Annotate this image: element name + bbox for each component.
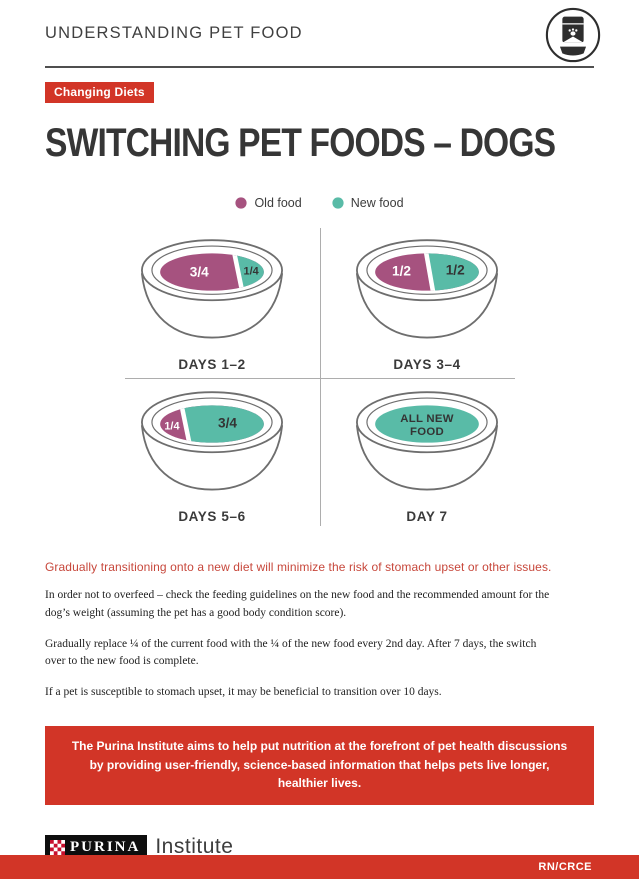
slice-fraction-label: ALL NEW xyxy=(400,413,453,425)
bowl-days-5-6-diagram: 1/4 3/4 xyxy=(141,391,283,491)
legend-label: New food xyxy=(350,196,404,210)
bottom-bar: RN/CRCE xyxy=(0,855,639,879)
changing-diets-badge: Changing Diets xyxy=(45,82,154,103)
bowl-cell-days-3-4: 1/2 1/2 DAYS 3–4 xyxy=(320,226,535,378)
header-title: UNDERSTANDING PET FOOD xyxy=(45,24,303,42)
old-food-dot-icon xyxy=(235,197,248,209)
bowl-label: DAYS 1–2 xyxy=(178,357,246,372)
header-rule xyxy=(45,66,594,68)
bag-fold xyxy=(562,36,584,43)
bowl-cell-day-7: ALL NEW FOOD DAY 7 xyxy=(320,378,535,530)
legend: Old food New food xyxy=(0,196,639,210)
header: UNDERSTANDING PET FOOD xyxy=(0,0,639,63)
slice-fraction-label: 3/4 xyxy=(190,265,209,280)
new-food-dot-icon xyxy=(332,197,344,209)
legend-item-new-food: New food xyxy=(332,196,404,210)
bowl-days-3-4-diagram: 1/2 1/2 xyxy=(356,239,498,339)
highlight-sentence: Gradually transitioning onto a new diet … xyxy=(45,560,552,574)
legend-item-old-food: Old food xyxy=(235,196,302,210)
legend-label: Old food xyxy=(254,196,302,210)
slice-fraction-label: 1/2 xyxy=(392,264,411,279)
bowl-grid: 3/4 1/4 DAYS 1–2 1/2 1/2 DAYS 3–4 xyxy=(105,226,535,530)
bowl-cell-days-1-2: 3/4 1/4 DAYS 1–2 xyxy=(105,226,320,378)
paw-icon xyxy=(568,28,578,36)
bowl-shape xyxy=(559,46,587,56)
bowl-days-1-2-diagram: 3/4 1/4 xyxy=(141,239,283,339)
body-paragraph: Gradually replace ¼ of the current food … xyxy=(45,637,537,668)
slice-fraction-label: FOOD xyxy=(410,426,444,438)
slice-fraction-label: 1/4 xyxy=(164,420,179,432)
institute-wordmark: Institute xyxy=(155,835,234,859)
quadrant-divider-horizontal xyxy=(124,378,515,379)
slice-fraction-label: 3/4 xyxy=(218,416,237,431)
slice-fraction-label: 1/2 xyxy=(446,263,465,278)
purina-checkerboard-icon xyxy=(50,839,65,855)
body-paragraph: In order not to overfeed – check the fee… xyxy=(45,589,550,619)
bowl-label: DAYS 5–6 xyxy=(178,509,246,524)
doc-code: RN/CRCE xyxy=(538,861,592,873)
bowl-label: DAYS 3–4 xyxy=(393,357,461,372)
bowl-day-7-diagram: ALL NEW FOOD xyxy=(356,391,498,491)
purina-wordmark: PURINA xyxy=(70,838,141,855)
bowl-cell-days-5-6: 1/4 3/4 DAYS 5–6 xyxy=(105,378,320,530)
callout-box: The Purina Institute aims to help put nu… xyxy=(45,726,594,805)
pet-food-bag-bowl-icon xyxy=(545,7,601,63)
page-title: SWITCHING PET FOODS – DOGS xyxy=(45,121,556,165)
new-food-slice xyxy=(375,405,479,443)
body-paragraph: If a pet is susceptible to stomach upset… xyxy=(45,686,442,699)
bowl-label: DAY 7 xyxy=(406,509,448,524)
slice-fraction-label: 1/4 xyxy=(244,266,259,278)
quadrant-divider-vertical xyxy=(319,228,321,526)
